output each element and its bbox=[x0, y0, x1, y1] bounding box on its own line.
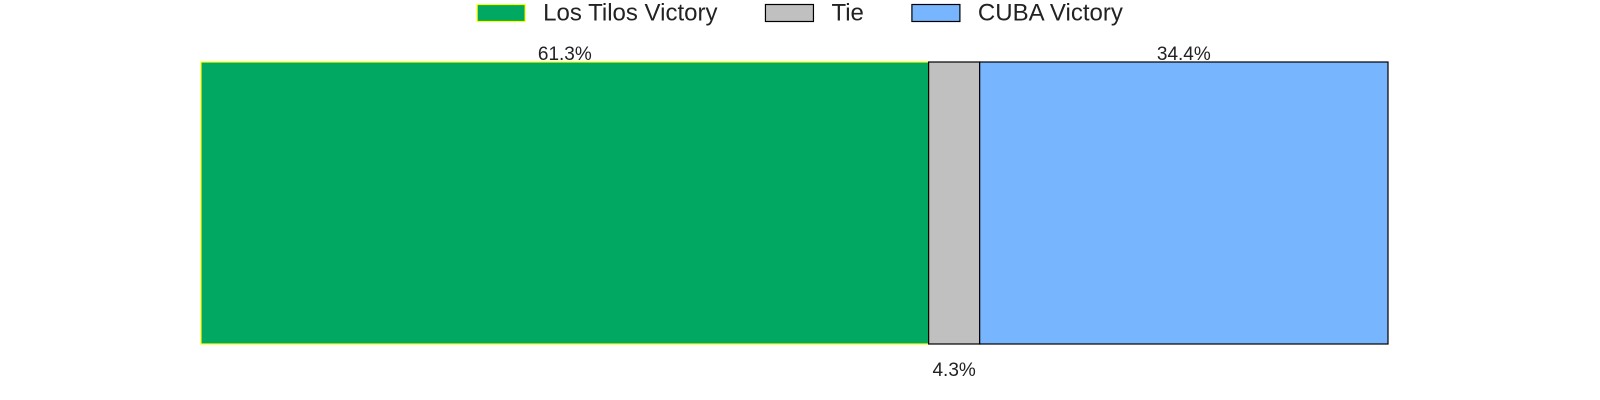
legend-swatch-cuba-victory bbox=[911, 3, 961, 23]
data-labels: 61.3% 4.3% 34.4% bbox=[538, 44, 1211, 381]
data-label-los-tilos-victory: 61.3% bbox=[538, 44, 592, 65]
data-label-tie: 4.3% bbox=[932, 360, 975, 381]
bar-segments bbox=[200, 61, 1389, 345]
legend-item-tie: Tie bbox=[764, 0, 864, 27]
data-label-cuba-victory: 34.4% bbox=[1157, 44, 1211, 65]
legend-swatch-los-tilos-victory bbox=[476, 3, 526, 23]
bar-segment-los-tilos-victory bbox=[200, 61, 930, 345]
chart-legend: Los Tilos Victory Tie CUBA Victory bbox=[476, 0, 1123, 27]
legend-label-los-tilos-victory: Los Tilos Victory bbox=[543, 0, 717, 27]
legend-label-tie: Tie bbox=[831, 0, 863, 27]
legend-item-los-tilos-victory: Los Tilos Victory bbox=[476, 0, 717, 27]
legend-swatch-tie bbox=[764, 3, 815, 23]
bar-segment-tie bbox=[928, 61, 981, 345]
legend-item-cuba-victory: CUBA Victory bbox=[911, 0, 1123, 27]
legend-label-cuba-victory: CUBA Victory bbox=[978, 0, 1123, 27]
bar-segment-cuba-victory bbox=[979, 61, 1389, 345]
